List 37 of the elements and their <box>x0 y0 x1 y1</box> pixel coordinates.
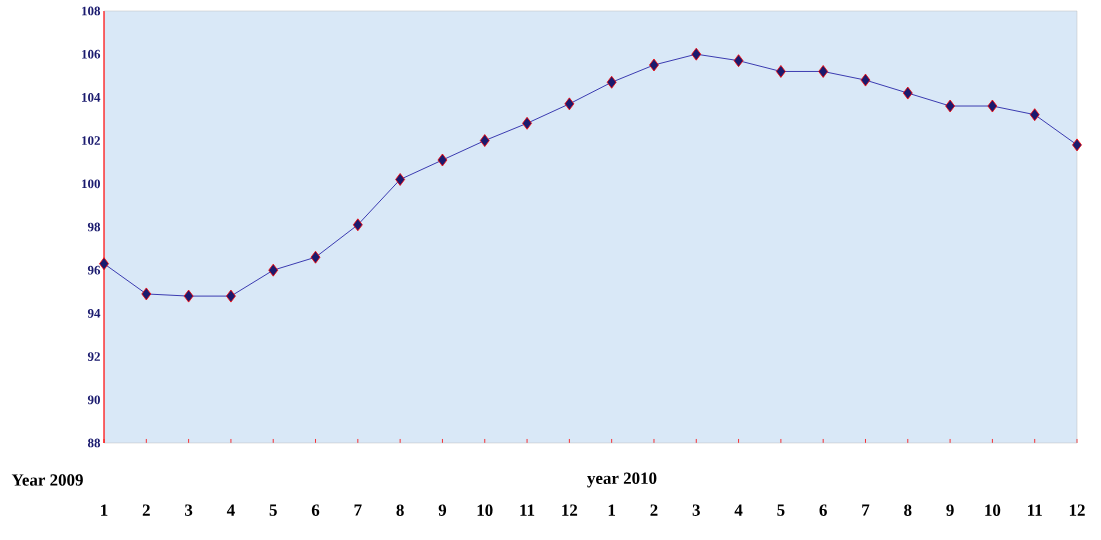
x-tick-label: 11 <box>520 504 535 516</box>
x-tick-label: 2 <box>650 504 658 516</box>
y-tick-label: 100 <box>82 179 100 189</box>
y-tick-label: 104 <box>82 93 101 102</box>
y-tick-label: 106 <box>82 49 101 59</box>
y-tick-label: 102 <box>82 136 100 145</box>
x-tick-label: 12 <box>562 504 578 516</box>
x-tick-label: 11 <box>1028 504 1042 516</box>
y-tick-label: 90 <box>87 395 100 405</box>
x-tick-label: 9 <box>946 504 954 516</box>
y-tick-label: 96 <box>87 265 101 275</box>
x-tick-label: 10 <box>985 504 1001 516</box>
x-tick-label: 8 <box>396 504 404 516</box>
y-tick-label: 92 <box>87 352 100 361</box>
x-tick-label: 3 <box>185 504 193 516</box>
x-tick-label: 9 <box>438 504 447 516</box>
x-tick-label: 5 <box>269 504 277 516</box>
x-tick-label: 4 <box>734 504 743 516</box>
x-tick-label: 1 <box>101 504 108 516</box>
x-tick-label: 8 <box>904 504 912 516</box>
x-tick-label: 3 <box>692 504 700 516</box>
text: year 2010 <box>587 472 657 488</box>
x-tick-label: 6 <box>311 504 320 516</box>
x-tick-label: 5 <box>777 504 785 516</box>
x-tick-label: 1 <box>608 504 616 516</box>
y-tick-label: 94 <box>87 309 101 318</box>
x-tick-label: 7 <box>862 504 870 516</box>
x-tick-label: 4 <box>226 504 235 516</box>
text: Year 2009 <box>11 474 83 486</box>
y-tick-label: 88 <box>87 438 101 448</box>
y-tick-label: 108 <box>82 6 101 16</box>
x-tick-label: 10 <box>477 504 493 516</box>
y-tick-label: 98 <box>87 222 101 232</box>
x-tick-label: 6 <box>819 504 827 516</box>
x-tick-label: 2 <box>142 504 150 516</box>
x-tick-label: 12 <box>1069 504 1085 516</box>
x-tick-label: 7 <box>354 504 362 516</box>
